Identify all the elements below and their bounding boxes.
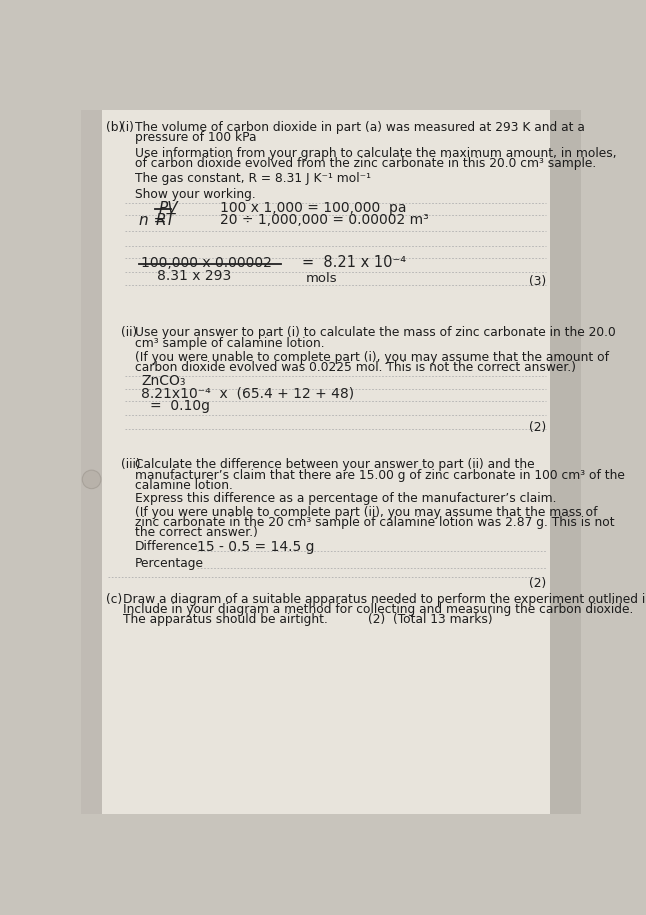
Text: mols: mols (306, 272, 337, 285)
Text: 100,000 x 0.00002: 100,000 x 0.00002 (141, 256, 272, 270)
Text: Draw a diagram of a suitable apparatus needed to perform the experiment outlined: Draw a diagram of a suitable apparatus n… (123, 593, 646, 606)
Text: cm³ sample of calamine lotion.: cm³ sample of calamine lotion. (135, 337, 325, 350)
Bar (103, 110, 550, 814)
Text: 8.21x10⁻⁴  x  (65.4 + 12 + 48): 8.21x10⁻⁴ x (65.4 + 12 + 48) (141, 386, 354, 400)
Text: (If you were unable to complete part (i), you may assume that the amount of: (If you were unable to complete part (i)… (135, 350, 609, 364)
Text: (2)  (Total 13 marks): (2) (Total 13 marks) (368, 613, 492, 627)
Text: (c): (c) (105, 593, 122, 606)
Text: Percentage: Percentage (135, 557, 204, 570)
Text: 8.31 x 293: 8.31 x 293 (157, 269, 231, 283)
Text: (b): (b) (105, 121, 123, 134)
Text: 15 - 0.5 = 14.5 g: 15 - 0.5 = 14.5 g (197, 540, 315, 554)
Text: Calculate the difference between your answer to part (ii) and the: Calculate the difference between your an… (135, 458, 535, 471)
Text: The volume of carbon dioxide in part (a) was measured at 293 K and at a: The volume of carbon dioxide in part (a)… (135, 121, 585, 134)
Text: =  8.21 x 10⁻⁴: = 8.21 x 10⁻⁴ (302, 255, 406, 270)
Bar (550, 110, 581, 814)
Text: (ii): (ii) (121, 326, 138, 339)
Text: (2): (2) (528, 577, 546, 590)
Text: The gas constant, R = 8.31 J K⁻¹ mol⁻¹: The gas constant, R = 8.31 J K⁻¹ mol⁻¹ (135, 172, 371, 185)
Text: =  0.10g: = 0.10g (151, 399, 211, 413)
Text: RT: RT (156, 213, 176, 228)
Text: Difference: Difference (135, 540, 198, 554)
Text: PV: PV (158, 200, 178, 216)
Text: 20 ÷ 1,000,000 = 0.00002 m³: 20 ÷ 1,000,000 = 0.00002 m³ (220, 213, 429, 227)
Text: calamine lotion.: calamine lotion. (135, 479, 233, 491)
Circle shape (82, 470, 101, 489)
Text: n =: n = (139, 213, 166, 228)
Text: carbon dioxide evolved was 0.0225 mol. This is not the correct answer.): carbon dioxide evolved was 0.0225 mol. T… (135, 361, 576, 374)
Text: The apparatus should be airtight.: The apparatus should be airtight. (123, 613, 328, 627)
Text: (2): (2) (528, 421, 546, 434)
Text: (If you were unable to complete part (ii), you may assume that the mass of: (If you were unable to complete part (ii… (135, 506, 598, 520)
Text: Use your answer to part (i) to calculate the mass of zinc carbonate in the 20.0: Use your answer to part (i) to calculate… (135, 326, 616, 339)
Text: of carbon dioxide evolved from the zinc carbonate in this 20.0 cm³ sample.: of carbon dioxide evolved from the zinc … (135, 156, 596, 170)
Bar (81, 110, 103, 814)
Text: (i): (i) (121, 121, 134, 134)
Text: manufacturer’s claim that there are 15.00 g of zinc carbonate in 100 cm³ of the: manufacturer’s claim that there are 15.0… (135, 468, 625, 481)
Text: the correct answer.): the correct answer.) (135, 526, 258, 539)
Text: zinc carbonate in the 20 cm³ sample of calamine lotion was 2.87 g. This is not: zinc carbonate in the 20 cm³ sample of c… (135, 516, 614, 530)
Text: 100 x 1,000 = 100,000  pa: 100 x 1,000 = 100,000 pa (220, 200, 407, 215)
Text: (3): (3) (528, 274, 546, 287)
Text: (iii): (iii) (121, 458, 141, 471)
Text: Show your working.: Show your working. (135, 188, 256, 200)
Text: Use information from your graph to calculate the maximum amount, in moles,: Use information from your graph to calcu… (135, 146, 617, 160)
Text: ZnCO₃: ZnCO₃ (141, 374, 185, 388)
Text: Express this difference as a percentage of the manufacturer’s claim.: Express this difference as a percentage … (135, 492, 556, 505)
Text: pressure of 100 kPa: pressure of 100 kPa (135, 132, 256, 145)
Text: Include in your diagram a method for collecting and measuring the carbon dioxide: Include in your diagram a method for col… (123, 603, 634, 617)
